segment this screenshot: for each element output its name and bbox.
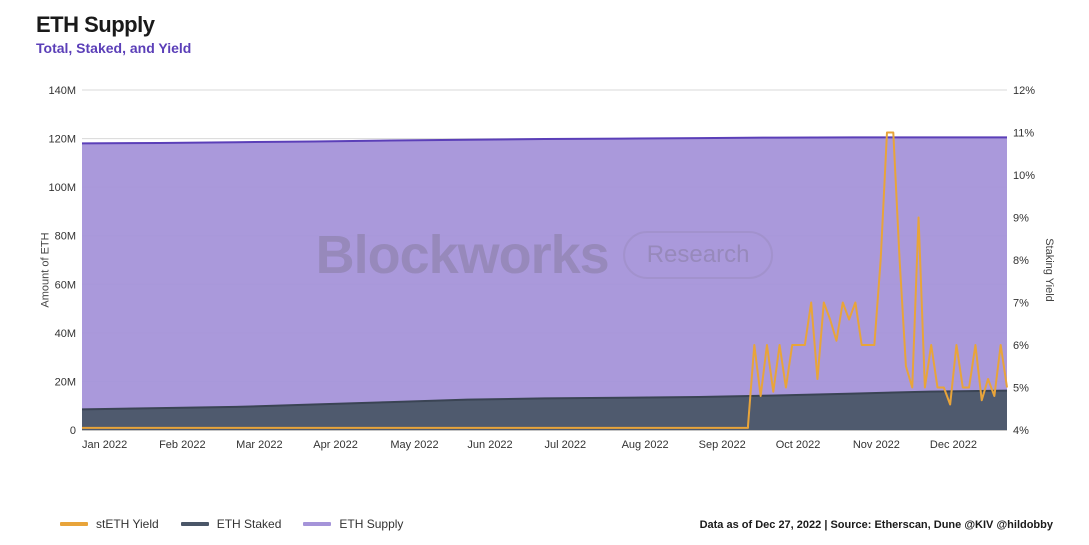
legend-swatch (181, 522, 209, 526)
svg-text:140M: 140M (48, 85, 76, 97)
y-axis-left-label: Amount of ETH (40, 232, 52, 307)
legend-label: ETH Staked (217, 517, 282, 531)
svg-text:Aug 2022: Aug 2022 (622, 439, 669, 451)
svg-text:Nov 2022: Nov 2022 (853, 439, 900, 451)
svg-text:8%: 8% (1013, 255, 1029, 267)
svg-text:Mar 2022: Mar 2022 (236, 439, 282, 451)
svg-text:Sep 2022: Sep 2022 (699, 439, 746, 451)
legend-swatch (303, 522, 331, 526)
legend-item: stETH Yield (60, 517, 159, 531)
svg-text:9%: 9% (1013, 213, 1029, 225)
chart-svg: 0 20M 40M 60M 80M 100M 120M 140M 4% 5% 6% 7% 8% 9% 10%… (36, 80, 1053, 460)
legend: stETH Yield ETH Staked ETH Supply (60, 517, 403, 531)
svg-text:6%: 6% (1013, 340, 1029, 352)
svg-text:4%: 4% (1013, 425, 1029, 437)
svg-text:20M: 20M (55, 376, 76, 388)
svg-text:80M: 80M (55, 231, 76, 243)
svg-text:10%: 10% (1013, 170, 1035, 182)
footer-attribution: Data as of Dec 27, 2022 | Source: Ethers… (700, 519, 1053, 531)
svg-text:40M: 40M (55, 328, 76, 340)
svg-text:11%: 11% (1013, 128, 1034, 140)
svg-text:Apr 2022: Apr 2022 (313, 439, 358, 451)
svg-text:100M: 100M (48, 182, 76, 194)
chart-subtitle: Total, Staked, and Yield (36, 40, 1089, 56)
legend-item: ETH Staked (181, 517, 282, 531)
svg-text:May 2022: May 2022 (390, 439, 438, 451)
svg-text:60M: 60M (55, 279, 76, 291)
svg-text:5%: 5% (1013, 383, 1029, 395)
legend-label: stETH Yield (96, 517, 159, 531)
svg-text:Oct 2022: Oct 2022 (776, 439, 821, 451)
svg-text:Dec 2022: Dec 2022 (930, 439, 977, 451)
svg-text:Jul 2022: Jul 2022 (545, 439, 587, 451)
svg-text:Feb 2022: Feb 2022 (159, 439, 205, 451)
legend-item: ETH Supply (303, 517, 403, 531)
svg-text:120M: 120M (48, 134, 76, 146)
legend-label: ETH Supply (339, 517, 403, 531)
legend-swatch (60, 522, 88, 526)
chart-title: ETH Supply (36, 12, 1089, 38)
svg-text:0: 0 (70, 425, 76, 437)
svg-text:7%: 7% (1013, 298, 1029, 310)
y-axis-right-label: Staking Yield (1043, 238, 1055, 302)
svg-text:12%: 12% (1013, 85, 1035, 97)
chart-area: Amount of ETH Staking Yield 0 20M 40M 60M 80… (36, 80, 1053, 460)
svg-text:Jun 2022: Jun 2022 (467, 439, 512, 451)
svg-text:Jan 2022: Jan 2022 (82, 439, 127, 451)
